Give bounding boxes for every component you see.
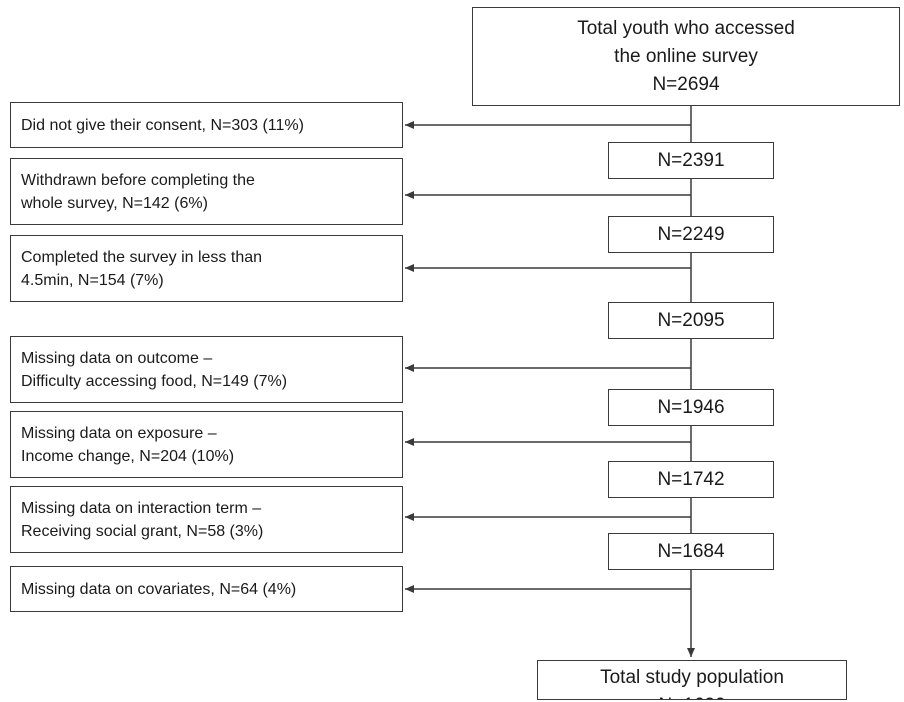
exclusion-missing-interaction-line-2: Receiving social grant, N=58 (3%) [21, 522, 264, 540]
step-box-4: N=1946 [608, 389, 774, 426]
step-count-6: N=1684 [657, 540, 725, 562]
exclusion-missing-interaction-line-1: Missing data on interaction term – [21, 499, 262, 517]
step-box-1: N=2391 [608, 142, 774, 179]
exclusion-no-consent-text: Did not give their consent, N=303 (11%) [21, 116, 304, 134]
step-box-3: N=2095 [608, 302, 774, 339]
exclusion-box-withdrawn: Withdrawn before completing the whole su… [10, 158, 403, 225]
step-count-4: N=1946 [657, 396, 725, 418]
total-accessed-count: N=2694 [652, 73, 720, 95]
exclusion-box-missing-exposure: Missing data on exposure – Income change… [10, 411, 403, 478]
exclusion-box-missing-covariates: Missing data on covariates, N=64 (4%) [10, 566, 403, 612]
exclusion-fast-completion-line-2: 4.5min, N=154 (7%) [21, 271, 164, 289]
exclusion-fast-completion-line-1: Completed the survey in less than [21, 248, 263, 266]
exclusion-box-no-consent: Did not give their consent, N=303 (11%) [10, 102, 403, 148]
step-count-3: N=2095 [657, 309, 725, 331]
exclusion-missing-exposure-line-1: Missing data on exposure – [21, 424, 217, 442]
exclusion-missing-outcome-line-1: Missing data on outcome – [21, 349, 213, 367]
step-count-2: N=2249 [657, 223, 725, 245]
exclusion-missing-exposure-line-2: Income change, N=204 (10%) [21, 447, 235, 465]
total-accessed-line-2: the online survey [614, 45, 758, 67]
exclusion-box-missing-outcome: Missing data on outcome – Difficulty acc… [10, 336, 403, 403]
total-accessed-box: Total youth who accessed the online surv… [472, 7, 900, 106]
total-study-population-label: Total study population [600, 667, 784, 688]
step-box-6: N=1684 [608, 533, 774, 570]
total-study-population-box: Total study population N=1620 [537, 660, 847, 700]
exclusion-missing-outcome-line-2: Difficulty accessing food, N=149 (7%) [21, 372, 288, 390]
exclusion-withdrawn-line-2: whole survey, N=142 (6%) [21, 194, 208, 212]
exclusion-box-fast-completion: Completed the survey in less than 4.5min… [10, 235, 403, 302]
total-accessed-line-1: Total youth who accessed [577, 17, 795, 39]
exclusion-withdrawn-line-1: Withdrawn before completing the [21, 171, 255, 189]
total-study-population-count: N=1620 [658, 692, 725, 699]
step-count-1: N=2391 [657, 149, 725, 171]
step-box-2: N=2249 [608, 216, 774, 253]
exclusion-box-missing-interaction: Missing data on interaction term – Recei… [10, 486, 403, 553]
step-box-5: N=1742 [608, 461, 774, 498]
exclusion-missing-covariates-text: Missing data on covariates, N=64 (4%) [21, 580, 297, 598]
step-count-5: N=1742 [657, 468, 725, 490]
